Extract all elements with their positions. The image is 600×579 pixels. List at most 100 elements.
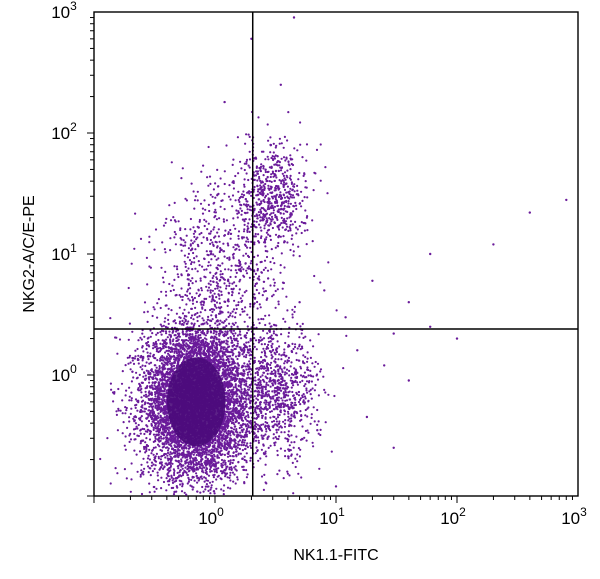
event-point-pop1 (181, 473, 185, 477)
event-point-pop1 (146, 461, 149, 464)
event-point-pop1 (123, 468, 126, 471)
event-point-pop1 (185, 339, 188, 342)
event-point-pop1 (203, 480, 206, 483)
event-point-pop1 (201, 464, 204, 467)
event-point-pop1 (145, 437, 148, 440)
event-point-pop1 (129, 412, 132, 415)
event-point-pop1 (135, 453, 138, 456)
event-point-pop1 (136, 427, 139, 430)
event-point-pop1 (227, 337, 230, 340)
event-point-pop1 (162, 467, 165, 470)
event-point-pop1 (236, 476, 239, 479)
event-point-pop1 (157, 416, 160, 419)
event-point-pop1 (164, 456, 167, 459)
event-point-pop1 (254, 376, 257, 379)
event-point-pop1 (173, 490, 176, 493)
event-point-pop1 (178, 440, 181, 443)
event-point-pop1 (160, 398, 163, 401)
event-point-pop1 (264, 388, 267, 391)
event-point-pop1 (238, 330, 242, 333)
event-point-pop1 (196, 490, 199, 493)
event-point-pop1 (185, 342, 188, 345)
event-point-pop1 (143, 410, 146, 413)
event-point-pop1 (254, 372, 257, 375)
event-point-pop1 (152, 428, 155, 431)
event-point-pop1 (206, 485, 209, 488)
event-point-pop1 (205, 297, 208, 300)
event-point-pop1 (211, 310, 214, 313)
event-point-pop1 (130, 397, 133, 400)
event-point-pop1 (243, 372, 246, 375)
event-point-pop1 (223, 375, 226, 378)
event-point-pop1 (143, 311, 146, 314)
event-point-pop1 (249, 337, 252, 340)
event-point-pop1 (248, 345, 251, 348)
event-point-pop1 (201, 329, 204, 333)
event-point-pop1 (257, 413, 260, 416)
event-point-pop1 (209, 488, 212, 491)
event-point-pop1 (171, 481, 175, 484)
event-point-pop1 (168, 478, 171, 481)
event-point-pop1 (195, 351, 198, 354)
event-point-pop1 (191, 488, 194, 491)
event-point-pop1 (145, 361, 148, 364)
event-point-pop1 (176, 471, 179, 474)
event-point-pop1 (134, 349, 137, 352)
event-point-pop1 (139, 409, 142, 412)
event-point-pop1 (218, 302, 221, 305)
event-point-pop1 (221, 470, 224, 473)
event-point-pop1 (188, 478, 191, 481)
event-point-pop1 (156, 415, 159, 418)
event-point-pop1 (180, 465, 183, 468)
event-point-pop1 (236, 325, 239, 328)
event-point-pop1 (234, 347, 237, 351)
event-point-pop1 (184, 446, 187, 449)
event-point-pop1 (226, 376, 229, 379)
event-point-pop1 (236, 478, 239, 481)
event-point-pop1 (238, 439, 241, 442)
event-point-pop1 (232, 398, 235, 401)
event-point-pop1 (247, 414, 250, 417)
event-point-pop1 (179, 469, 182, 472)
event-point-pop1 (242, 443, 245, 446)
event-point-pop1 (171, 331, 174, 334)
event-point-pop1 (124, 412, 127, 415)
event-point-pop1 (149, 329, 152, 332)
event-point-pop1 (153, 490, 156, 493)
event-point-pop1 (139, 389, 142, 392)
event-point-pop1 (219, 329, 222, 332)
event-point-pop1 (153, 308, 156, 311)
event-point-pop1 (223, 381, 226, 384)
event-point-pop1 (129, 361, 132, 364)
event-point-pop1 (193, 479, 196, 482)
event-point-pop1 (172, 342, 175, 346)
event-point-pop1 (157, 431, 160, 434)
event-point-pop1 (192, 342, 195, 345)
event-point-pop1 (125, 409, 128, 412)
event-point-pop1 (133, 432, 136, 435)
event-point-pop1 (154, 464, 157, 467)
event-point-pop1 (207, 489, 210, 492)
event-point-pop1 (231, 310, 234, 313)
event-point-pop1 (213, 492, 216, 495)
event-point-pop1 (155, 434, 158, 437)
event-point-pop1 (169, 342, 172, 345)
event-point-pop1 (99, 457, 102, 461)
event-point-pop1 (184, 462, 187, 465)
event-point-pop1 (165, 294, 168, 297)
event-point-pop1 (152, 342, 155, 345)
event-point-pop1 (223, 459, 226, 462)
event-point-pop1 (154, 404, 157, 408)
event-point-pop1 (134, 355, 137, 358)
event-point-pop1 (133, 438, 136, 441)
event-point-pop1 (150, 405, 153, 408)
event-point-pop1 (221, 439, 224, 442)
event-point-pop1 (149, 474, 152, 477)
event-point-pop1 (150, 384, 153, 387)
event-point-pop1 (143, 467, 146, 470)
event-point-pop1 (210, 335, 213, 338)
event-point-pop1 (231, 455, 234, 458)
event-point-pop1 (121, 412, 124, 415)
event-point-pop1 (228, 443, 232, 447)
